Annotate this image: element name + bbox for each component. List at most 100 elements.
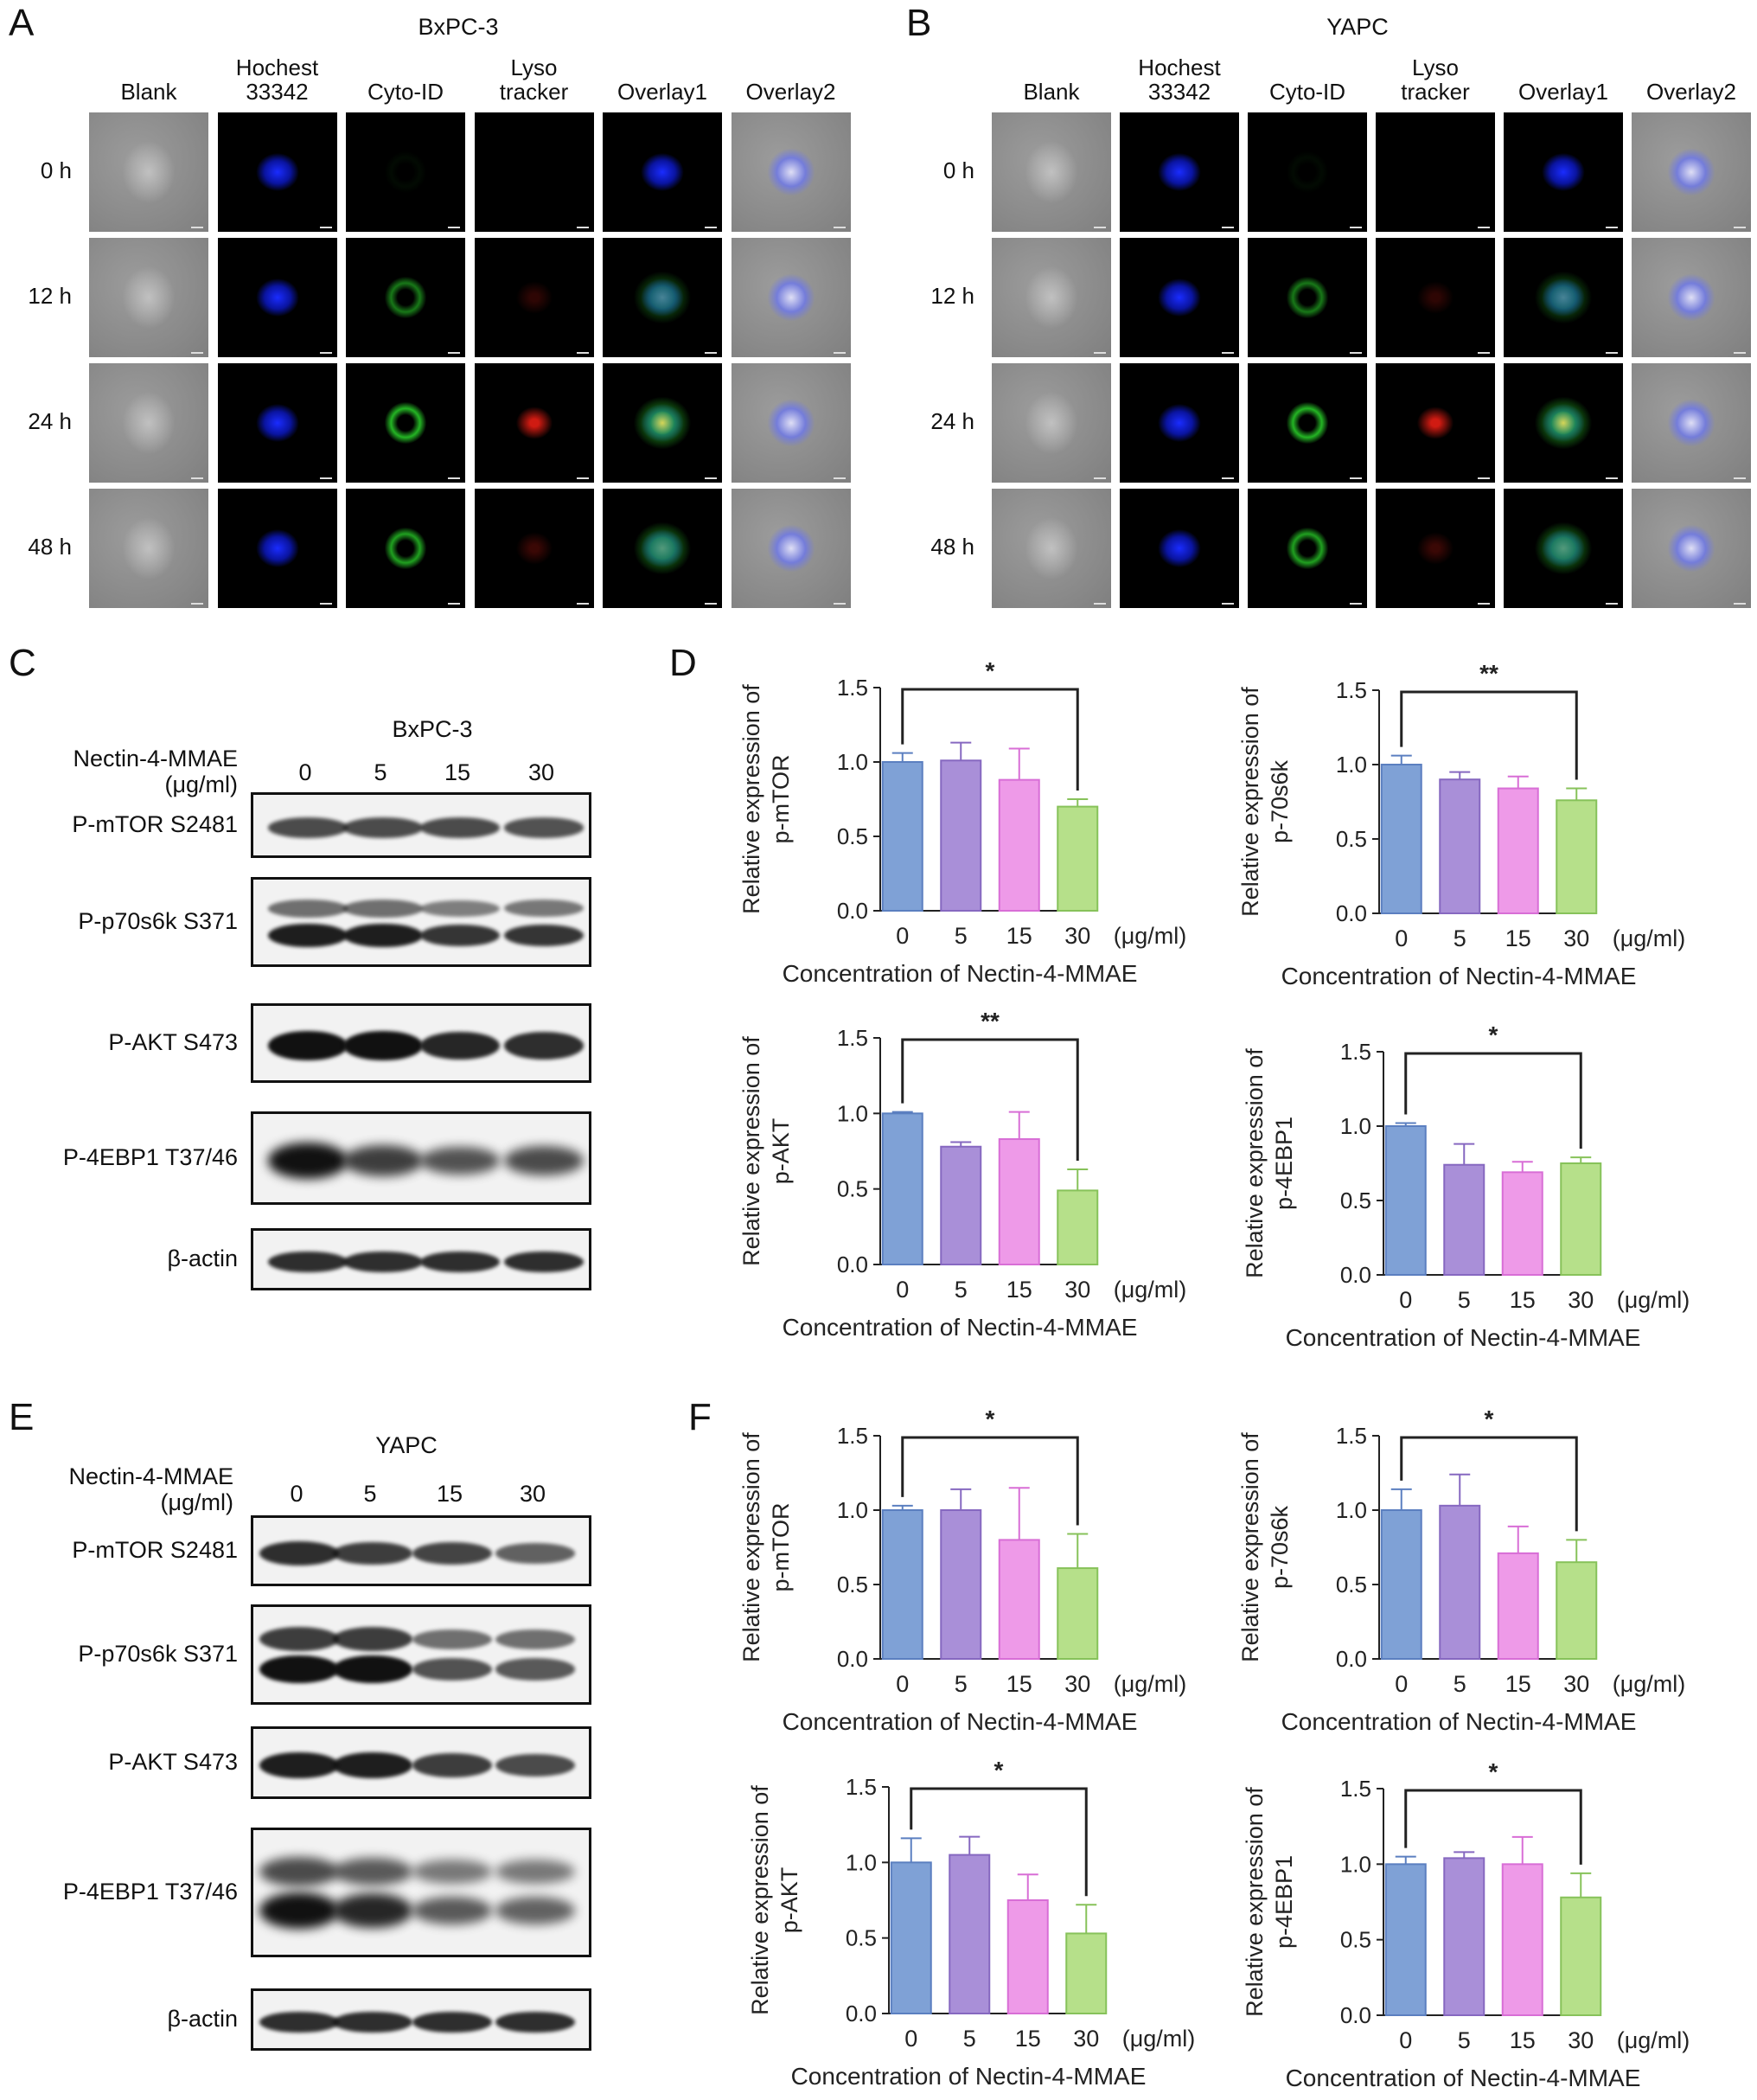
cell-signal [474,363,594,483]
micrograph-r3-c1 [217,489,337,608]
x-tick-label-15: 15 [1505,925,1531,951]
micrograph-r3-c0 [992,489,1111,608]
blot-panel-1 [251,877,591,967]
blot-panel-0 [251,792,591,858]
blot-label-4: β-actin [167,2006,238,2032]
column-header-1: Hochest 33342 [235,54,319,105]
band-lane-1 [333,1893,412,1928]
band-lane-1 [343,1251,423,1273]
cell-signal [731,489,851,608]
micrograph-r0-c3 [1376,112,1495,232]
micrograph-r3-c4 [1504,489,1623,608]
bar-0 [881,1509,923,1660]
column-header-3: Lyso tracker [1401,54,1470,105]
micrograph-r2-c1 [1120,363,1239,483]
micrograph-r0-c0 [89,112,208,232]
cell-signal [346,238,465,357]
scale-bar [1734,347,1746,354]
band-lane-2 [412,2011,492,2033]
significance-mark: ** [981,1008,1000,1034]
band-lane-3 [495,1658,575,1681]
scale-bar [1094,347,1106,354]
row-label-2: 24 h [930,408,974,434]
band-lane-3 [495,2011,575,2033]
micrograph-r0-c4 [1504,112,1623,232]
bar-30 [1057,1567,1099,1660]
scale-bar [833,221,846,228]
cell-signal [1120,112,1239,232]
bar-15 [1501,1171,1543,1276]
y-tick-label: 1.0 [837,749,868,775]
x-axis-title: Concentration of Nectin-4-MMAE [1286,1324,1641,1351]
cell-signal [89,489,208,608]
cell-signal [89,112,208,232]
scale-bar [1478,221,1490,228]
x-tick-label-15: 15 [1006,923,1032,949]
micrograph-r2-c0 [89,363,208,483]
bar-0 [1380,1509,1422,1660]
blot-label-3: P-4EBP1 T37/46 [62,1879,238,1905]
y-axis-title-line-1: p-4EBP1 [1271,1855,1297,1949]
micrograph-r0-c2 [346,112,465,232]
cell-signal [1248,489,1367,608]
cell-signal [1504,112,1623,232]
panel-b-title: YAPC [1326,14,1389,40]
scale-bar [448,347,460,354]
y-axis-title-line-1: p-70s6k [1267,759,1293,843]
scale-bar [1222,472,1234,479]
x-tick-label-5: 5 [1454,925,1466,951]
row-label-3: 48 h [930,534,974,560]
y-tick-label: 0.5 [1340,1188,1371,1213]
x-unit-label: (μg/ml) [1114,1671,1187,1697]
cell-signal [1120,238,1239,357]
significance-mark: * [986,1405,995,1432]
bar-30 [1556,799,1598,915]
panel-a-title: BxPC-3 [418,14,499,40]
scale-bar [1606,221,1618,228]
concentration-label-3: 30 [519,1481,546,1507]
bar-0 [1380,764,1422,914]
cell-signal [89,238,208,357]
x-unit-label: (μg/ml) [1613,925,1686,951]
blot-panel-2 [251,1003,591,1083]
y-tick-label: 1.5 [846,1774,877,1800]
micrograph-r2-c2 [346,363,465,483]
micrograph-r0-c4 [603,112,722,232]
band-lane-0 [259,1892,339,1929]
band-lane-0 [268,1143,348,1179]
y-axis-title-line-1: p-70s6k [1267,1505,1293,1589]
x-axis-title: Concentration of Nectin-4-MMAE [783,960,1138,987]
band-lane-1 [343,1145,423,1176]
y-axis-title-line-0: Relative expression of [738,1432,764,1662]
micrograph-r3-c2 [346,489,465,608]
y-axis-title-line-0: Relative expression of [1242,1048,1268,1278]
x-axis-title: Concentration of Nectin-4-MMAE [1286,2065,1641,2091]
blot-label-0: P-mTOR S2481 [72,811,238,837]
band-lane-2 [412,1753,492,1777]
x-tick-label-0: 0 [896,1671,909,1697]
cell-signal [1504,363,1623,483]
x-tick-label-0: 0 [896,923,909,949]
cell-signal [346,489,465,608]
column-header-4: Overlay1 [617,79,708,105]
x-tick-label-0: 0 [896,1277,909,1303]
y-tick-label: 0.0 [1340,1262,1371,1288]
scale-bar [1606,598,1618,605]
cell-signal [1120,363,1239,483]
band-lane-2 [420,817,500,838]
bar-30 [1560,1896,1602,2017]
row-label-0: 0 h [40,157,72,183]
row-label-2: 24 h [28,408,72,434]
x-tick-label-0: 0 [1395,1671,1408,1697]
cell-signal [474,112,594,232]
x-tick-label-15: 15 [1505,1671,1531,1697]
band-lane-3 [495,1897,575,1924]
scale-bar [191,598,203,605]
panel-label-f: F [688,1396,712,1438]
x-tick-label-5: 5 [1458,2027,1471,2053]
micrograph-r2-c0 [992,363,1111,483]
micrograph-r1-c2 [346,238,465,357]
panel-label-d: D [669,642,697,684]
y-tick-label: 1.0 [846,1849,877,1875]
significance-bracket [910,1787,1088,1897]
